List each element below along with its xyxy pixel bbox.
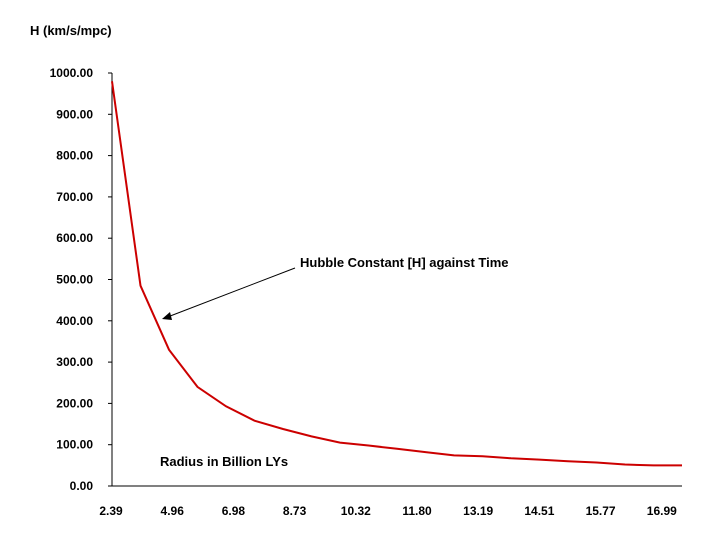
x-tick-label: 8.73 [283, 504, 307, 518]
x-tick-label: 11.80 [402, 504, 432, 518]
y-tick-label: 200.00 [56, 396, 93, 410]
x-axis-title: Radius in Billion LYs [160, 454, 288, 469]
y-tick-label: 800.00 [56, 149, 93, 163]
y-tick-label: 700.00 [56, 190, 93, 204]
x-tick-label: 10.32 [341, 504, 371, 518]
x-tick-labels: 2.39 4.96 6.98 8.73 10.32 11.80 13.19 14.51 15.7… [99, 504, 677, 518]
x-tick-label: 13.19 [463, 504, 493, 518]
x-tick-label: 14.51 [524, 504, 554, 518]
x-tick-label: 16.99 [647, 504, 677, 518]
y-tick-label: 100.00 [56, 438, 93, 452]
annotation-arrowhead [162, 312, 172, 320]
annotation-arrow-line [164, 267, 296, 319]
y-tick-labels: 0.00 100.00 200.00 300.00 400.00 500.00 600.00… [50, 66, 112, 493]
y-tick-label: 300.00 [56, 355, 93, 369]
x-tick-label: 2.39 [99, 504, 123, 518]
y-tick-label: 400.00 [56, 314, 93, 328]
y-tick-label: 500.00 [56, 273, 93, 287]
y-axis-title: H (km/s/mpc) [30, 23, 112, 38]
y-tick-label: 600.00 [56, 231, 93, 245]
series-line [111, 81, 682, 467]
y-tick-label: 0.00 [70, 479, 94, 493]
x-tick-label: 4.96 [161, 504, 185, 518]
annotation-text: Hubble Constant [H] against Time [300, 255, 509, 270]
y-tick-label: 1000.00 [50, 66, 94, 80]
y-tick-label: 900.00 [56, 107, 93, 121]
x-tick-label: 15.77 [586, 504, 616, 518]
x-tick-label: 6.98 [222, 504, 246, 518]
